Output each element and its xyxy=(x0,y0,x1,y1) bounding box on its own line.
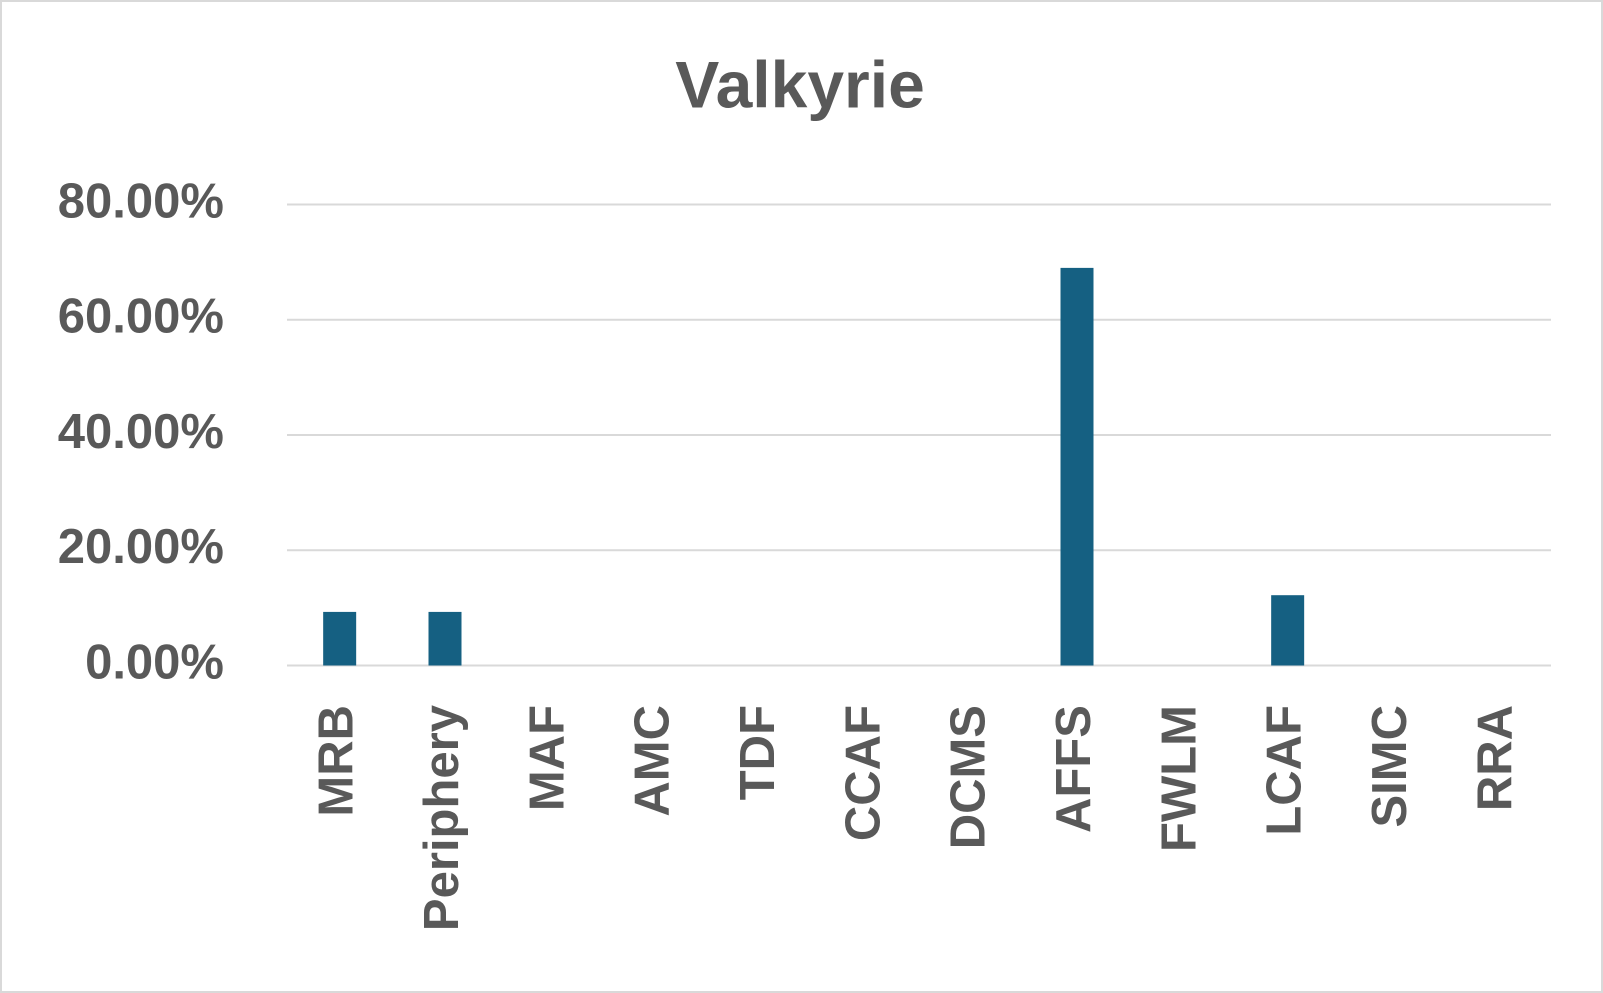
bar xyxy=(1060,267,1094,666)
x-tick-label: FWLM xyxy=(1152,705,1206,852)
x-tick-label: DCMS xyxy=(942,705,996,849)
x-tick-label: LCAF xyxy=(1258,705,1312,836)
bar xyxy=(428,611,462,666)
x-tick-label: AMC xyxy=(626,705,680,817)
x-tick-label: TDF xyxy=(731,705,785,800)
x-tick-label: SIMC xyxy=(1363,705,1417,828)
x-tick-label: RRA xyxy=(1468,705,1522,811)
y-tick-label: 60.00% xyxy=(58,290,224,344)
x-tick-label: MRB xyxy=(310,705,364,817)
x-tick-label: Periphery xyxy=(415,705,469,931)
y-tick-label: 80.00% xyxy=(58,174,224,228)
bar xyxy=(1271,595,1305,666)
y-tick-label: 40.00% xyxy=(58,405,224,459)
y-tick-label: 0.00% xyxy=(85,635,224,689)
x-tick-label: AFFS xyxy=(1047,705,1101,833)
y-tick-label: 20.00% xyxy=(58,520,224,574)
x-tick-label: MAF xyxy=(520,705,574,811)
bar xyxy=(323,611,357,666)
chart-title: Valkyrie xyxy=(675,47,925,121)
x-tick-label: CCAF xyxy=(836,705,890,841)
